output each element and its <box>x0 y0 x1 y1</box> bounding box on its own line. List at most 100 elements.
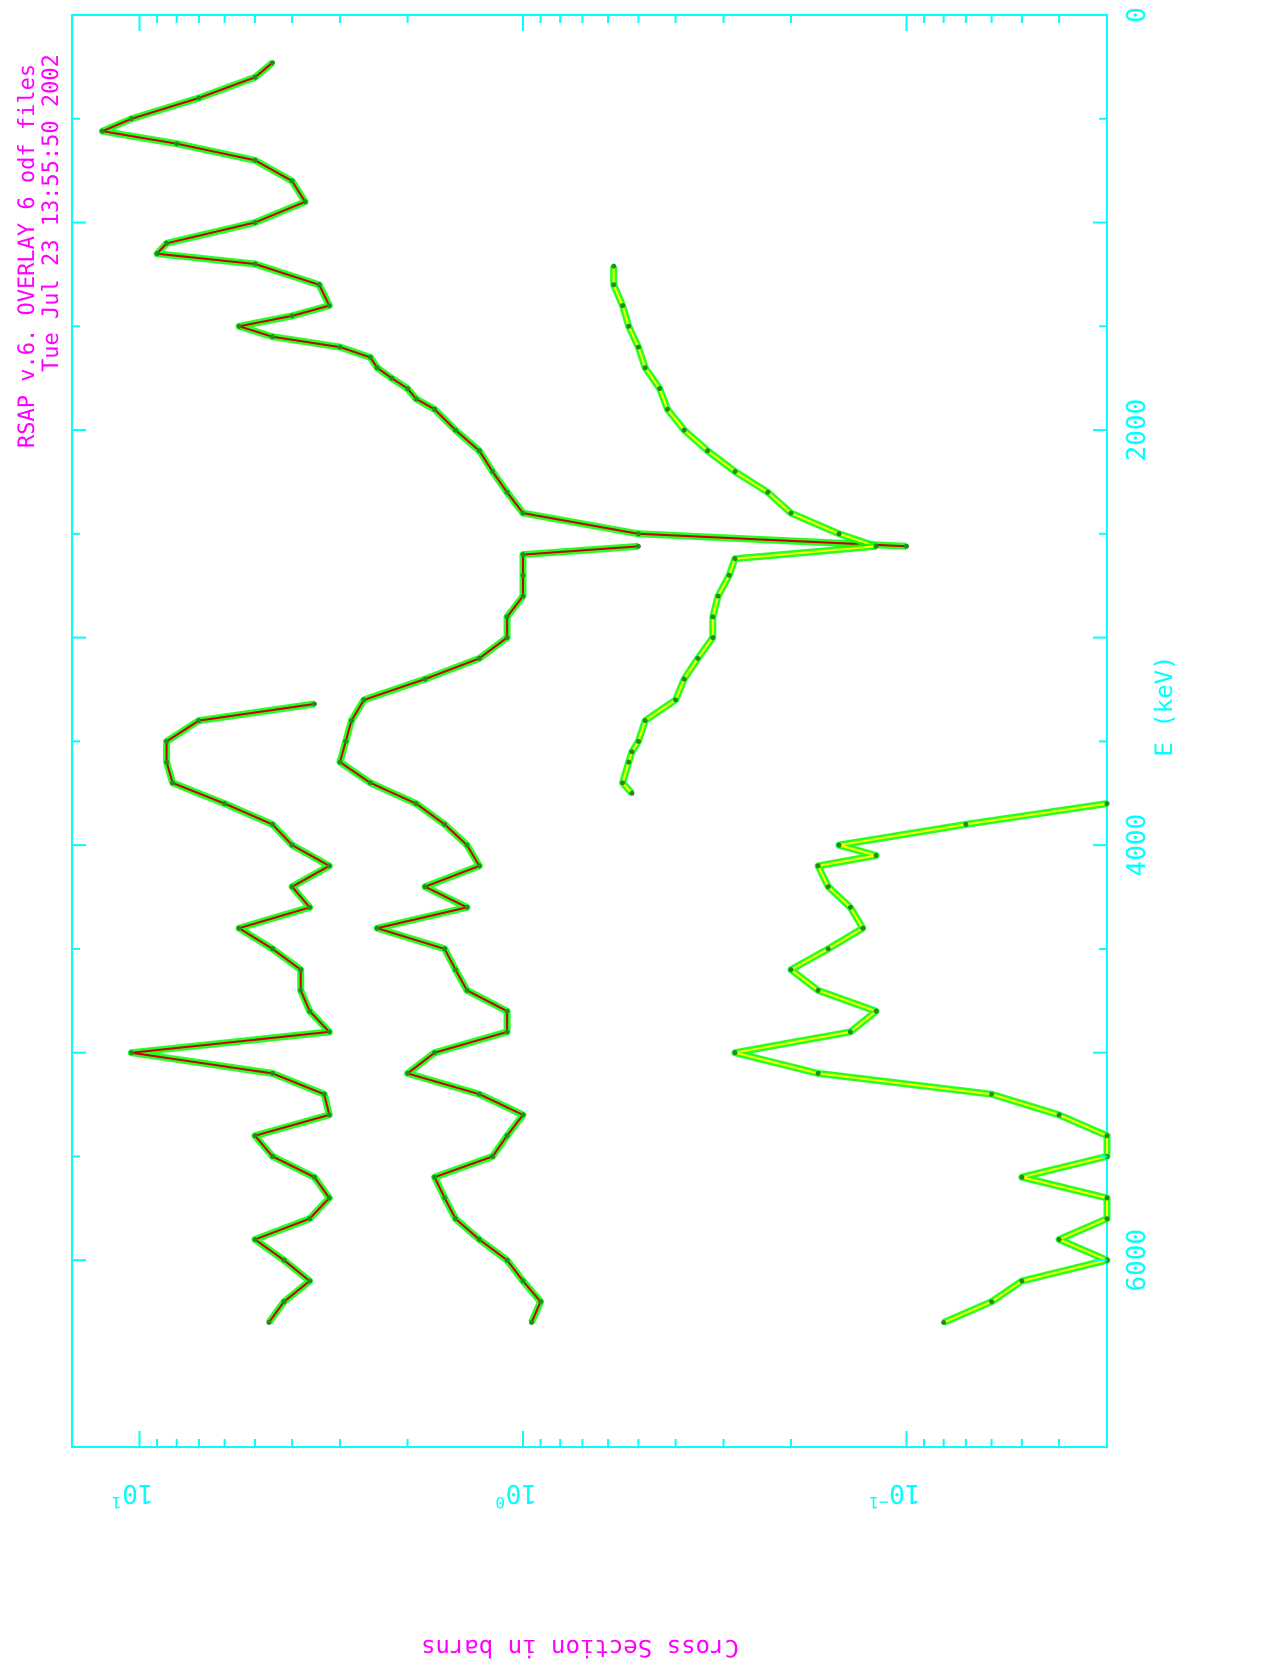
series-3-point <box>252 1237 258 1242</box>
series-4-point <box>626 323 632 329</box>
series-1-point <box>302 199 308 205</box>
labels-layer: RSAP v.6. OVERLAY 6 odf files Tue Jul 23… <box>15 54 1178 1662</box>
series-1-point <box>337 344 343 350</box>
series-3-point <box>326 1029 332 1035</box>
series-4-point <box>620 303 626 309</box>
series-5-point <box>642 718 648 724</box>
series-2-point <box>504 614 510 620</box>
series-2-point <box>520 593 526 599</box>
series-4-point <box>657 386 663 392</box>
series-1-point <box>520 510 526 516</box>
series-1-point <box>174 141 180 147</box>
series-5-point <box>715 593 721 599</box>
series-5-point <box>635 738 641 744</box>
series-5-point <box>732 556 738 562</box>
series-5-point <box>673 697 679 703</box>
series-6-point <box>963 821 969 827</box>
series-6-point <box>1056 1237 1062 1242</box>
header-line-1: RSAP v.6. OVERLAY 6 odf files <box>15 64 40 448</box>
series-3-point <box>321 1091 327 1097</box>
series-4-point <box>642 365 648 371</box>
series-6-data-band <box>731 800 1111 1326</box>
series-1-point <box>99 128 105 134</box>
series-5-point <box>620 780 626 786</box>
series-3-point <box>270 1153 275 1159</box>
series-2-point <box>504 1008 510 1014</box>
x-tick-label: 2000 <box>1122 399 1152 462</box>
series-6-point <box>989 1091 995 1097</box>
series-2-point <box>442 946 448 952</box>
series-2-point <box>476 863 482 869</box>
series-3-point <box>164 738 170 744</box>
series-6-point <box>847 904 853 910</box>
series-2-point <box>405 1070 411 1076</box>
series-3-point <box>298 967 304 973</box>
series-3-point <box>289 842 295 848</box>
series-2-point <box>504 1029 510 1035</box>
series-2-point <box>520 1278 526 1284</box>
series-4-point <box>732 469 738 475</box>
series-2-point <box>367 780 373 786</box>
y-axis-label: Cross Section in barns <box>421 1634 739 1662</box>
series-3-point <box>252 1133 258 1139</box>
series-2-point <box>464 842 470 848</box>
header-line-2: Tue Jul 23 13:55:50 2002 <box>39 54 64 372</box>
series-1-point <box>270 60 275 66</box>
series-6-point <box>836 842 842 848</box>
series-1-point <box>196 95 202 101</box>
series-2-point <box>476 655 482 661</box>
series-1-point <box>432 406 438 412</box>
series-1-point <box>367 354 373 360</box>
plot-area <box>71 14 1108 1448</box>
series-1-point <box>128 116 134 122</box>
series-2-point <box>422 884 428 890</box>
series-2-point <box>413 801 419 807</box>
series-2-point <box>635 543 641 549</box>
y-tick-label: 10−1 <box>869 1478 920 1512</box>
series-6-point <box>1104 1133 1110 1139</box>
series-3-point <box>270 946 275 952</box>
series-3-point <box>326 1112 332 1118</box>
series-1-point <box>270 334 275 340</box>
series-1-point <box>289 313 295 319</box>
series-6-point <box>989 1299 995 1305</box>
series-4-point <box>611 282 617 288</box>
series-2-point <box>476 1237 482 1242</box>
series-3-point <box>270 1070 275 1076</box>
series-2-point <box>538 1299 544 1305</box>
series-3-point <box>298 987 304 993</box>
series-1-point <box>236 323 242 329</box>
series-1-data-band <box>98 60 907 550</box>
series-5-point <box>681 676 687 682</box>
y-tick-exponent: 0 <box>495 1493 505 1512</box>
series-2-point <box>361 697 367 703</box>
series-2-point <box>337 759 343 765</box>
series-1-fit-line <box>101 61 907 548</box>
series-2-point <box>529 1320 534 1325</box>
series-1-point <box>326 303 332 309</box>
series-5-data-band <box>619 542 877 796</box>
x-axis-label: E (keV) <box>1150 655 1178 756</box>
series-1-point <box>316 282 322 288</box>
y-tick-exponent: −1 <box>869 1493 888 1512</box>
y-tick-mantissa: 10 <box>506 1478 537 1508</box>
series-6-point <box>1104 1195 1110 1201</box>
series-6-point <box>1019 1278 1025 1284</box>
series-3-point <box>307 1216 313 1222</box>
series-6-point <box>815 863 821 869</box>
series-4-point <box>788 510 794 516</box>
series-1-point <box>904 543 909 549</box>
series-3-fit-line <box>130 703 331 1324</box>
series-1-point <box>252 220 258 225</box>
series-6-point <box>1056 1112 1062 1118</box>
series-2-point <box>349 718 354 724</box>
series-4-point <box>665 406 670 412</box>
series-2-point <box>442 1195 448 1201</box>
series-5-point <box>873 543 879 549</box>
series-6-point <box>860 925 866 931</box>
series-4-fit-line <box>612 266 877 548</box>
x-tick-label: 6000 <box>1122 1229 1152 1292</box>
series-6-point <box>825 946 831 952</box>
series-1-point <box>413 396 419 402</box>
